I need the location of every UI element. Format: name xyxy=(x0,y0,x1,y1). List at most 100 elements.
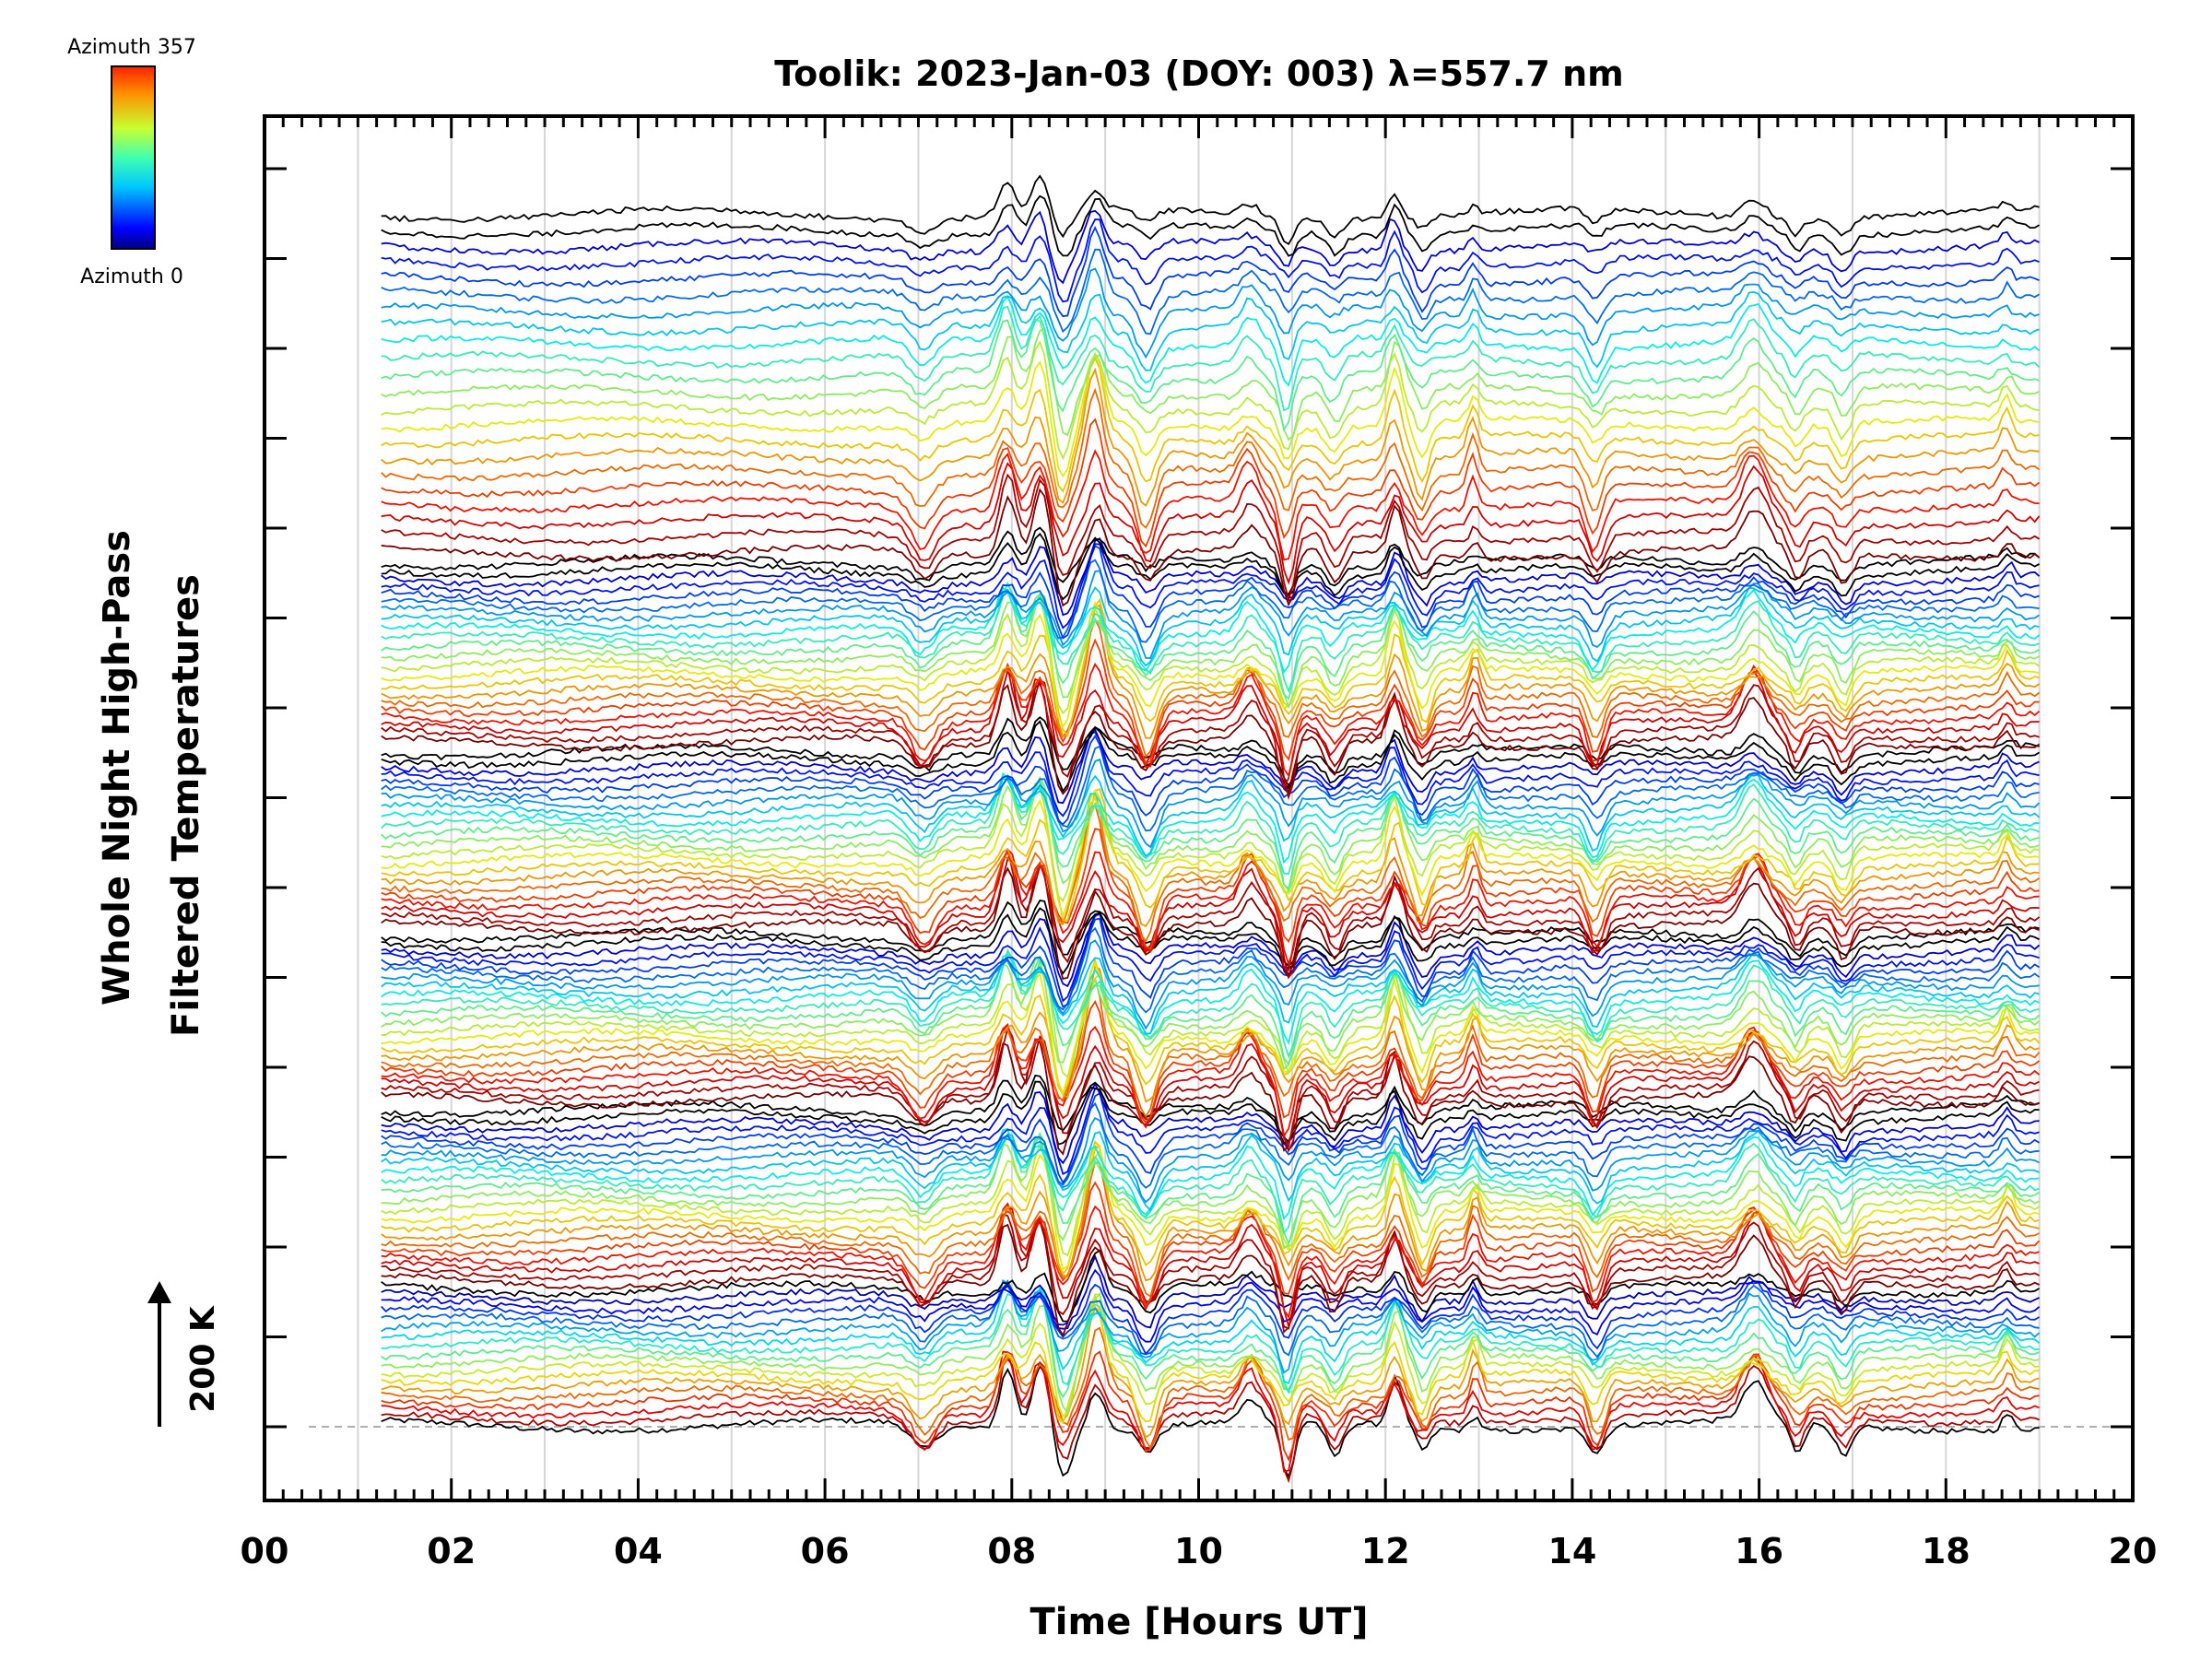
trace-line xyxy=(381,939,2040,1030)
trace-line xyxy=(381,1101,2040,1189)
trace-line xyxy=(381,581,2040,694)
x-tick-label: 16 xyxy=(1735,1531,1783,1571)
trace-line xyxy=(381,861,2040,980)
trace-line xyxy=(381,1080,2040,1146)
trace-line xyxy=(381,958,2041,1097)
trace-line xyxy=(381,1140,2040,1277)
trace-line xyxy=(381,1129,2040,1212)
trace-line xyxy=(381,327,2040,441)
trace-line xyxy=(381,1326,2040,1450)
trace-line xyxy=(381,976,2041,1119)
trace-line xyxy=(381,787,2040,903)
trace-line xyxy=(381,947,2040,1059)
trace-line xyxy=(381,771,2040,865)
y-axis-label-line1: Whole Night High-Pass xyxy=(96,530,138,1006)
trace-line xyxy=(381,961,2040,1096)
trace-line xyxy=(381,638,2040,765)
trace-line xyxy=(381,1293,2040,1418)
trace-line xyxy=(381,665,2040,790)
trace-line xyxy=(381,194,2041,257)
trace-line xyxy=(381,1145,2040,1282)
trace-line xyxy=(381,225,2040,318)
chart-title: Toolik: 2023-Jan-03 (DOY: 003) λ=557.7 n… xyxy=(774,53,1623,94)
trace-line xyxy=(381,926,2041,1014)
trace-line xyxy=(381,1025,2041,1147)
trace-line xyxy=(381,1364,2040,1479)
trace-line xyxy=(381,1281,2041,1356)
trace-line xyxy=(381,716,2040,788)
trace-line xyxy=(381,1160,2040,1299)
trace-line xyxy=(381,1293,2040,1425)
x-tick-label: 00 xyxy=(241,1531,289,1571)
trace-line xyxy=(381,1026,2040,1153)
trace-line xyxy=(381,962,2040,1078)
trace-line xyxy=(381,1284,2041,1385)
trace-line xyxy=(381,473,2041,603)
trace-line xyxy=(381,1350,2040,1473)
trace-line xyxy=(381,950,2041,1066)
trace-line xyxy=(381,318,2040,432)
trace-line xyxy=(381,1091,2041,1184)
trace-line xyxy=(381,907,2041,975)
colorbar-gradient xyxy=(111,65,156,250)
trace-line xyxy=(381,1287,2040,1394)
trace-line xyxy=(381,958,2041,1071)
trace-line xyxy=(381,775,2040,892)
trace-line xyxy=(381,912,2040,1003)
trace-line xyxy=(381,773,2040,876)
trace-line xyxy=(381,734,2040,826)
trace-line xyxy=(381,209,2041,285)
trace-line xyxy=(381,1142,2041,1257)
temperature-traces xyxy=(381,174,2041,1484)
scale-bar: 200 K xyxy=(147,1281,222,1427)
trace-line xyxy=(381,543,2040,629)
trace-line xyxy=(381,559,2040,643)
scale-bar-arrowhead xyxy=(147,1281,171,1303)
x-tick-label: 12 xyxy=(1361,1531,1410,1571)
x-tick-label: 20 xyxy=(2109,1531,2158,1571)
x-tick-labels: 00 02 04 06 08 10 12 14 16 18 20 xyxy=(241,1531,2158,1571)
trace-line xyxy=(381,305,2041,412)
trace-line xyxy=(381,1205,2040,1329)
trace-line xyxy=(381,772,2041,858)
trace-line xyxy=(381,787,2040,922)
trace-line xyxy=(381,248,2041,335)
trace-line xyxy=(381,545,2040,640)
trace-line xyxy=(381,954,2040,1045)
trace-line xyxy=(381,586,2040,667)
trace-line xyxy=(381,1136,2041,1250)
x-tick-label: 02 xyxy=(427,1531,476,1571)
trace-line xyxy=(381,1288,2040,1399)
trace-line xyxy=(381,601,2040,729)
trace-line xyxy=(381,1278,2041,1374)
x-tick-label: 08 xyxy=(987,1531,1036,1571)
trace-line xyxy=(381,828,2040,950)
colorbar-bottom-label: Azimuth 0 xyxy=(80,265,183,288)
trace-line xyxy=(381,1305,2040,1439)
trace-line xyxy=(381,532,2041,601)
trace-line xyxy=(381,356,2040,493)
trace-line xyxy=(381,174,2040,246)
trace-line xyxy=(381,586,2041,674)
trace-line xyxy=(381,1279,2040,1359)
trace-line xyxy=(381,788,2040,918)
trace-line xyxy=(381,682,2041,795)
trace-line xyxy=(381,900,2040,968)
trace-line xyxy=(381,1128,2040,1221)
trace-line xyxy=(381,775,2040,890)
trace-line xyxy=(381,267,2040,359)
trace-line xyxy=(381,604,2041,739)
trace-line xyxy=(381,1213,2040,1334)
trace-line xyxy=(381,791,2040,928)
trace-line xyxy=(381,758,2041,849)
trace-line xyxy=(381,449,2040,561)
trace-line xyxy=(381,1254,2040,1329)
trace-line xyxy=(381,731,2040,818)
trace-line xyxy=(381,488,2041,607)
colorbar-top-label: Azimuth 357 xyxy=(67,36,196,59)
trace-line xyxy=(381,1144,2040,1271)
x-tick-label: 14 xyxy=(1547,1531,1596,1571)
trace-line xyxy=(381,848,2040,972)
trace-line xyxy=(381,295,2041,387)
